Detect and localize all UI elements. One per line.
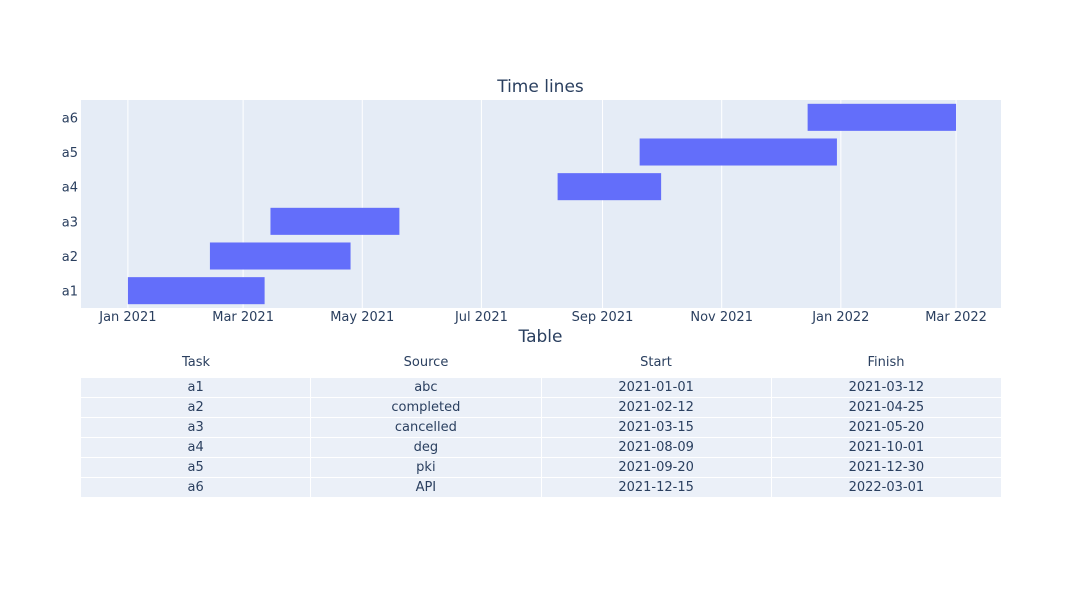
x-tick-label: Nov 2021 xyxy=(690,310,753,325)
timeline-chart: a1 a2 a3 a4 a5 a6 Jan 2021 Mar 2021 May 2021 Jul… xyxy=(62,100,1001,325)
table-cell-task: a1 xyxy=(81,378,312,397)
x-tick-labels: Jan 2021 Mar 2021 May 2021 Jul 2021 Sep 2021… xyxy=(98,310,987,325)
table-cell-source: abc xyxy=(311,378,542,397)
x-tick-label: Sep 2021 xyxy=(572,310,634,325)
x-tick-label: Jan 2021 xyxy=(98,310,156,325)
x-tick-label: Jul 2021 xyxy=(454,310,508,325)
table-row: a2 completed 2021-02-12 2021-04-25 xyxy=(81,398,1001,418)
table-header: Task Source Start Finish xyxy=(81,350,1001,377)
x-tick-label: Jan 2022 xyxy=(811,310,869,325)
y-tick-label: a1 xyxy=(62,285,78,300)
x-tick-label: May 2021 xyxy=(330,310,394,325)
y-tick-labels: a1 a2 a3 a4 a5 a6 xyxy=(62,111,78,299)
table-cell-finish: 2021-12-30 xyxy=(848,460,925,475)
table-cell-source: pki xyxy=(311,458,542,477)
timeline-chart-title: Time lines xyxy=(497,77,584,97)
table-row: a1 abc 2021-01-01 2021-03-12 xyxy=(81,378,1001,398)
table-cell-start: 2021-02-12 xyxy=(542,398,772,417)
y-tick-label: a3 xyxy=(62,215,78,230)
table-row: a4 deg 2021-08-09 2021-10-01 xyxy=(81,438,1001,458)
gantt-bar-a5 xyxy=(639,138,837,166)
table-cell-task: a5 xyxy=(81,458,312,477)
table-cell-start: 2021-03-15 xyxy=(542,418,772,437)
table-row: a5 pki 2021-09-20 2021-12-30 xyxy=(81,458,1001,478)
table-cell-start: 2021-08-09 xyxy=(542,438,772,457)
table-title: Table xyxy=(518,327,563,347)
y-tick-label: a5 xyxy=(62,146,78,161)
table-cell-finish: 2022-03-01 xyxy=(848,480,925,495)
gantt-bar-a1 xyxy=(127,277,265,305)
x-tick-label: Mar 2022 xyxy=(925,310,987,325)
y-tick-label: a6 xyxy=(62,111,78,126)
x-tick-label: Mar 2021 xyxy=(212,310,274,325)
table-cell-start: 2021-12-15 xyxy=(542,478,772,497)
table-cell-finish: 2021-04-25 xyxy=(848,400,925,415)
table-row: a6 API 2021-12-15 2022-03-01 xyxy=(81,478,1001,498)
table-cell-task: a6 xyxy=(81,478,312,497)
table-row: a3 cancelled 2021-03-15 2021-05-20 xyxy=(81,418,1001,438)
table-cell-source: cancelled xyxy=(311,418,542,437)
table-body: a1 abc 2021-01-01 2021-03-12 a2 complete… xyxy=(81,377,1001,498)
gantt-bar-a2 xyxy=(209,242,351,270)
gantt-bars xyxy=(127,103,957,305)
y-tick-label: a2 xyxy=(62,250,78,265)
table-cell-start: 2021-09-20 xyxy=(542,458,772,477)
column-header-finish: Finish xyxy=(867,355,905,370)
tasks-table: Task Source Start Finish a1 abc 2021-01-… xyxy=(81,350,1001,498)
column-header-task: Task xyxy=(181,355,211,370)
x-gridlines xyxy=(127,100,957,308)
gantt-bar-a6 xyxy=(807,103,957,131)
table-cell-task: a3 xyxy=(81,418,312,437)
table-cell-finish: 2021-03-12 xyxy=(848,380,925,395)
table-cell-task: a4 xyxy=(81,438,312,457)
column-header-start: Start xyxy=(640,355,672,370)
gantt-bar-a3 xyxy=(270,207,400,235)
timeline-plot-area xyxy=(81,100,1001,308)
table-cell-start: 2021-01-01 xyxy=(542,378,772,397)
table-cell-source: API xyxy=(311,478,542,497)
table-cell-finish: 2021-05-20 xyxy=(848,420,925,435)
table-cell-finish: 2021-10-01 xyxy=(848,440,925,455)
column-header-source: Source xyxy=(403,355,449,370)
y-tick-label: a4 xyxy=(62,181,78,196)
table-cell-source: deg xyxy=(311,438,542,457)
table-cell-source: completed xyxy=(311,398,542,417)
gantt-bar-a4 xyxy=(557,173,662,201)
table-cell-task: a2 xyxy=(81,398,312,417)
